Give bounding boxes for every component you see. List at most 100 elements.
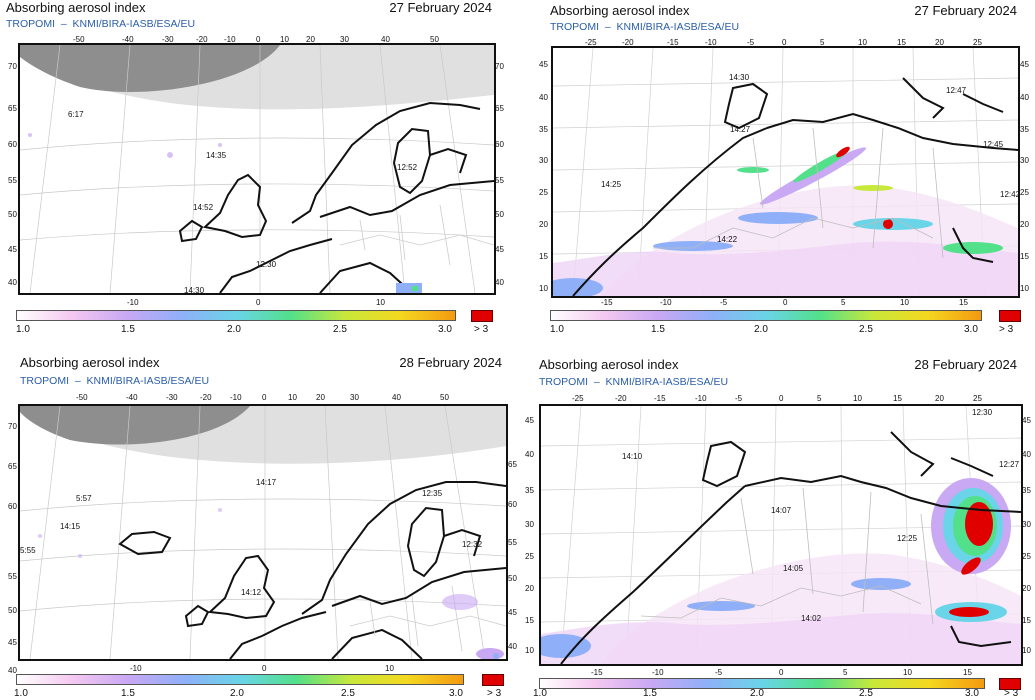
overpass-time: 14:07 <box>771 506 792 515</box>
colorbar-label: 2.5 <box>333 324 347 335</box>
left-tick: 45 <box>8 245 17 254</box>
colorbar-label: 1.0 <box>550 324 564 335</box>
left-tick: 30 <box>525 520 534 529</box>
left-tick: 15 <box>539 252 548 261</box>
colorbar <box>16 674 464 685</box>
bottom-tick: 5 <box>843 668 848 677</box>
top-tick: -40 <box>122 35 134 44</box>
colorbar <box>16 310 456 321</box>
right-tick: 70 <box>495 62 504 71</box>
right-tick: 45 <box>495 245 504 254</box>
colorbar-label: 2.0 <box>227 324 241 335</box>
map-area <box>539 404 1023 666</box>
left-tick: 60 <box>8 140 17 149</box>
right-tick: 55 <box>508 538 517 547</box>
top-tick: 10 <box>280 35 289 44</box>
right-tick: 45 <box>1022 416 1031 425</box>
top-tick: -20 <box>622 38 634 47</box>
panel-date: 27 February 2024 <box>914 3 1017 18</box>
top-tick: -50 <box>73 35 85 44</box>
left-tick: 10 <box>539 284 548 293</box>
overpass-time: 12:45 <box>983 140 1004 149</box>
right-tick: 40 <box>495 278 504 287</box>
right-tick: 10 <box>1020 284 1029 293</box>
overpass-time: 12:30 <box>972 408 993 417</box>
left-tick: 55 <box>8 176 17 185</box>
right-tick: 35 <box>1020 125 1029 134</box>
top-tick: 20 <box>935 38 944 47</box>
top-tick: 30 <box>350 393 359 402</box>
top-tick: 40 <box>392 393 401 402</box>
bottom-tick: -5 <box>715 668 723 677</box>
right-tick: 40 <box>1020 93 1029 102</box>
map-panel-africa-27feb: Absorbing aerosol index 27 February 2024… <box>517 0 1035 345</box>
map-area <box>551 46 1020 298</box>
colorbar-label: > 3 <box>999 324 1014 335</box>
right-tick: 30 <box>1022 520 1031 529</box>
overpass-time: 14:27 <box>730 125 751 134</box>
overpass-time: 14:17 <box>256 478 277 487</box>
left-tick: 70 <box>8 62 17 71</box>
panel-subtitle: TROPOMI – KNMI/BIRA-IASB/ESA/EU <box>6 18 196 30</box>
bottom-tick: 10 <box>900 298 909 307</box>
map-panel-europe-27feb: Absorbing aerosol index 27 February 2024… <box>0 0 510 345</box>
overpass-time: 12:25 <box>897 534 918 543</box>
top-tick: 25 <box>973 394 982 403</box>
colorbar-over-swatch <box>482 674 504 686</box>
top-tick: -30 <box>166 393 178 402</box>
left-tick: 60 <box>8 502 17 511</box>
bottom-tick: 15 <box>963 668 972 677</box>
top-tick: -10 <box>705 38 717 47</box>
overpass-time: 12:30 <box>256 260 277 269</box>
panel-subtitle: TROPOMI – KNMI/BIRA-IASB/ESA/EU <box>539 376 729 388</box>
colorbar-label: 3.0 <box>438 324 452 335</box>
left-tick: 70 <box>8 422 17 431</box>
overpass-time: 14:30 <box>184 286 205 295</box>
panel-date: 28 February 2024 <box>914 357 1017 372</box>
left-tick: 45 <box>525 416 534 425</box>
panel-subtitle: TROPOMI – KNMI/BIRA-IASB/ESA/EU <box>550 21 740 33</box>
overpass-time: 5:55 <box>20 546 36 555</box>
left-tick: 40 <box>8 666 17 675</box>
right-tick: 25 <box>1022 552 1031 561</box>
right-tick: 50 <box>495 210 504 219</box>
colorbar-label: 2.0 <box>230 688 244 699</box>
top-tick: -20 <box>615 394 627 403</box>
top-tick: -15 <box>667 38 679 47</box>
top-tick: 5 <box>820 38 825 47</box>
top-tick: 10 <box>853 394 862 403</box>
bottom-tick: 0 <box>779 668 784 677</box>
left-tick: 50 <box>8 606 17 615</box>
top-tick: 5 <box>817 394 822 403</box>
map-area <box>18 43 496 295</box>
colorbar-label: 1.0 <box>14 688 28 699</box>
top-tick: 20 <box>316 393 325 402</box>
colorbar-label: 2.0 <box>750 688 764 699</box>
panel-title: Absorbing aerosol index <box>6 0 146 15</box>
top-tick: -30 <box>162 35 174 44</box>
colorbar-label: 1.5 <box>121 688 135 699</box>
top-tick: 10 <box>858 38 867 47</box>
overpass-time: 12:42 <box>1000 190 1021 199</box>
right-tick: 40 <box>508 642 517 651</box>
left-tick: 45 <box>539 60 548 69</box>
top-tick: -5 <box>735 394 743 403</box>
overpass-time: 14:02 <box>801 614 822 623</box>
bottom-tick: 5 <box>841 298 846 307</box>
panel-date: 28 February 2024 <box>399 355 502 370</box>
top-tick: -5 <box>747 38 755 47</box>
right-tick: 30 <box>1020 156 1029 165</box>
colorbar-label: > 3 <box>1004 688 1019 699</box>
bottom-tick: 10 <box>376 298 385 307</box>
top-tick: -50 <box>76 393 88 402</box>
colorbar-label: 2.0 <box>754 324 768 335</box>
right-tick: 55 <box>495 176 504 185</box>
left-tick: 35 <box>525 486 534 495</box>
bottom-tick: 0 <box>783 298 788 307</box>
bottom-tick: 10 <box>903 668 912 677</box>
bottom-tick: -10 <box>130 664 142 673</box>
bottom-tick: -5 <box>720 298 728 307</box>
map-panel-africa-28feb: Absorbing aerosol index 28 February 2024… <box>517 352 1035 700</box>
colorbar-label: 2.5 <box>859 324 873 335</box>
overpass-time: 14:30 <box>729 73 750 82</box>
